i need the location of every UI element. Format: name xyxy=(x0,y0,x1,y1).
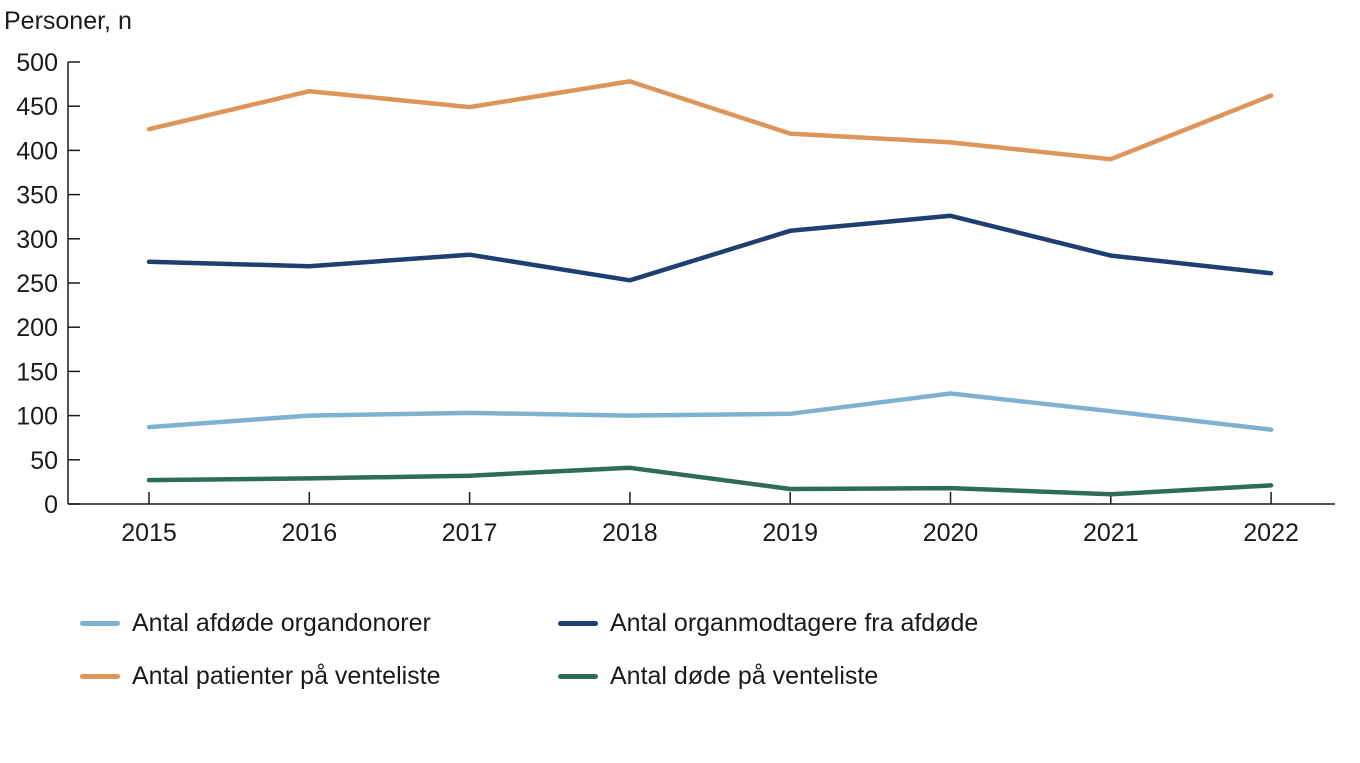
y-tick-label: 250 xyxy=(16,270,58,298)
legend-label: Antal patienter på venteliste xyxy=(132,661,441,690)
series-line xyxy=(146,391,1274,432)
x-tick-label: 2020 xyxy=(923,519,979,547)
legend-swatch xyxy=(80,673,120,679)
series-line xyxy=(146,465,1274,497)
legend-swatch xyxy=(558,673,598,679)
y-tick-label: 0 xyxy=(44,491,58,519)
x-tick-label: 2019 xyxy=(762,519,818,547)
legend-swatch xyxy=(80,620,120,626)
y-tick-label: 350 xyxy=(16,182,58,210)
x-axis: 2015 2016 2017 2018 2019 2020 2021 2022 xyxy=(68,492,1335,547)
legend-item-dode-venteliste: Antal døde på venteliste xyxy=(558,651,878,701)
x-tick-label: 2018 xyxy=(602,519,658,547)
x-tick-label: 2022 xyxy=(1243,519,1299,547)
x-tick-label: 2021 xyxy=(1083,519,1139,547)
x-tick-label: 2017 xyxy=(442,519,498,547)
y-axis-label: Personer, n xyxy=(4,7,132,35)
series-lines xyxy=(146,79,1274,497)
y-axis: 0 50 100 150 200 250 300 350 400 450 500 xyxy=(16,49,80,519)
y-tick-label: 450 xyxy=(16,93,58,121)
legend-label: Antal organmodtagere fra afdøde xyxy=(610,608,979,637)
legend-label: Antal afdøde organdonorer xyxy=(132,608,431,637)
legend-item-afdode-organdonorer: Antal afdøde organdonorer xyxy=(80,598,431,648)
line-chart: Personer, n 0 50 100 150 200 250 300 350 400 450 5… xyxy=(4,7,1335,547)
y-tick-label: 400 xyxy=(16,137,58,165)
y-tick-label: 50 xyxy=(30,447,58,475)
legend-item-patienter-venteliste: Antal patienter på venteliste xyxy=(80,651,441,701)
legend: Antal afdøde organdonorer Antal organmod… xyxy=(80,598,1080,708)
y-tick-label: 150 xyxy=(16,358,58,386)
legend-item-organmodtagere: Antal organmodtagere fra afdøde xyxy=(558,598,978,648)
x-tick-label: 2016 xyxy=(281,519,337,547)
y-tick-label: 500 xyxy=(16,49,58,77)
y-tick-label: 200 xyxy=(16,314,58,342)
x-tick-label: 2015 xyxy=(121,519,177,547)
legend-label: Antal døde på venteliste xyxy=(610,661,879,690)
y-tick-label: 300 xyxy=(16,226,58,254)
series-line xyxy=(146,79,1274,162)
y-tick-label: 100 xyxy=(16,403,58,431)
legend-swatch xyxy=(558,620,598,626)
series-line xyxy=(146,213,1274,283)
